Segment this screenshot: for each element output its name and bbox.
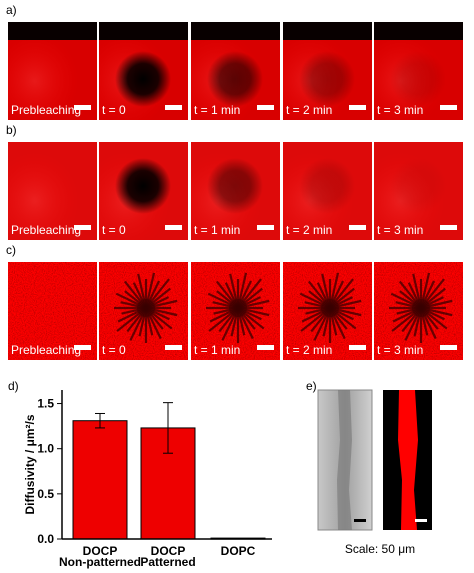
- y-tick-label: 0.5: [37, 487, 54, 501]
- bleach-spot: [207, 158, 263, 214]
- scale-bar: [349, 225, 366, 230]
- panel-label: e): [306, 379, 317, 393]
- scale-bar: [440, 225, 457, 230]
- micrograph: [283, 142, 372, 240]
- x-tick-label: DOCP: [83, 544, 118, 558]
- bleach-spot: [390, 158, 446, 214]
- panel-label: b): [6, 123, 17, 137]
- micrograph: [8, 142, 97, 240]
- frame-label: t = 3 min: [377, 223, 423, 237]
- scale-bar: [349, 345, 366, 350]
- bleach-spot: [115, 158, 171, 214]
- error-bar: [163, 402, 173, 454]
- bleach-spot: [390, 51, 446, 107]
- frame-label: t = 3 min: [377, 343, 423, 357]
- fluorescence-stripe: [398, 390, 418, 530]
- dark-band: [374, 22, 463, 40]
- micrograph: [283, 22, 372, 120]
- micrograph: [8, 262, 97, 360]
- scale-bar: [165, 225, 182, 230]
- x-tick-sublabel: Patterned: [140, 555, 195, 569]
- frame-label: t = 1 min: [194, 223, 240, 237]
- error-bar: [95, 412, 105, 429]
- x-tick-sublabel: Non-patterned: [59, 555, 141, 569]
- x-tick-label: DOPC: [221, 544, 256, 558]
- panel-e: e) Scale: 50 μm: [306, 379, 432, 556]
- frame-label: t = 1 min: [194, 103, 240, 117]
- scale-bar: [257, 225, 274, 230]
- bleach-spot: [299, 51, 355, 107]
- y-axis-label: Diffusivity / μm²/s: [23, 414, 37, 514]
- scale-bar: [74, 225, 91, 230]
- bar: [72, 420, 128, 540]
- x-tick-label: DOCP: [151, 544, 186, 558]
- frame-label: t = 2 min: [286, 343, 332, 357]
- micrograph: [8, 22, 97, 120]
- sem-stripe: [337, 390, 352, 530]
- image-rows: a) Prebleaching t = 0 t = 1 min t = 2 min t =…: [6, 3, 463, 360]
- panel-label: a): [6, 3, 17, 17]
- panel-label: d): [8, 379, 19, 393]
- background: [8, 262, 97, 360]
- frame-label: t = 0: [102, 103, 126, 117]
- frame-label: t = 3 min: [377, 103, 423, 117]
- y-tick-label: 1.5: [37, 397, 54, 411]
- micrograph: [99, 262, 188, 360]
- scale-bar: [415, 519, 427, 522]
- y-tick-label: 1.0: [37, 442, 54, 456]
- micrograph: [283, 262, 372, 360]
- scale-bar: [257, 345, 274, 350]
- micrograph: [374, 142, 463, 240]
- scale-bar: [349, 105, 366, 110]
- scale-bar: [257, 105, 274, 110]
- frame-label: Prebleaching: [11, 223, 81, 237]
- scale-bar: [74, 345, 91, 350]
- micrograph: [99, 142, 188, 240]
- dark-band: [191, 22, 280, 40]
- frame-label: t = 0: [102, 343, 126, 357]
- star-core: [321, 299, 339, 317]
- frame-label: t = 2 min: [286, 103, 332, 117]
- scale-bar: [165, 105, 182, 110]
- caption: Scale: 50 μm: [345, 542, 415, 556]
- scale-bar: [74, 105, 91, 110]
- frame-label: t = 1 min: [194, 343, 240, 357]
- star-core: [137, 299, 155, 317]
- frame-label: t = 2 min: [286, 223, 332, 237]
- micrograph: [191, 262, 280, 360]
- frame-label: t = 0: [102, 223, 126, 237]
- star-core: [412, 299, 430, 317]
- micrograph: [191, 22, 280, 120]
- dark-band: [283, 22, 372, 40]
- panel-label: c): [6, 243, 16, 257]
- y-tick-label: 0.0: [37, 532, 54, 546]
- bleach-spot: [299, 158, 355, 214]
- star-core: [229, 299, 247, 317]
- dark-band: [99, 22, 188, 40]
- bleach-spot: [207, 51, 263, 107]
- frame-label: Prebleaching: [11, 343, 81, 357]
- micrograph: [99, 22, 188, 120]
- scale-bar: [440, 105, 457, 110]
- scale-bar: [440, 345, 457, 350]
- scale-bar: [354, 519, 366, 522]
- bar-chart: d)Diffusivity / μm²/s0.00.51.01.5DOCPNon…: [8, 379, 272, 569]
- dark-band: [8, 22, 97, 40]
- bleach-spot: [115, 51, 171, 107]
- micrograph: [191, 142, 280, 240]
- texture: [8, 142, 97, 240]
- micrograph: [374, 262, 463, 360]
- scale-bar: [165, 345, 182, 350]
- frame-label: Prebleaching: [11, 103, 81, 117]
- micrograph: [374, 22, 463, 120]
